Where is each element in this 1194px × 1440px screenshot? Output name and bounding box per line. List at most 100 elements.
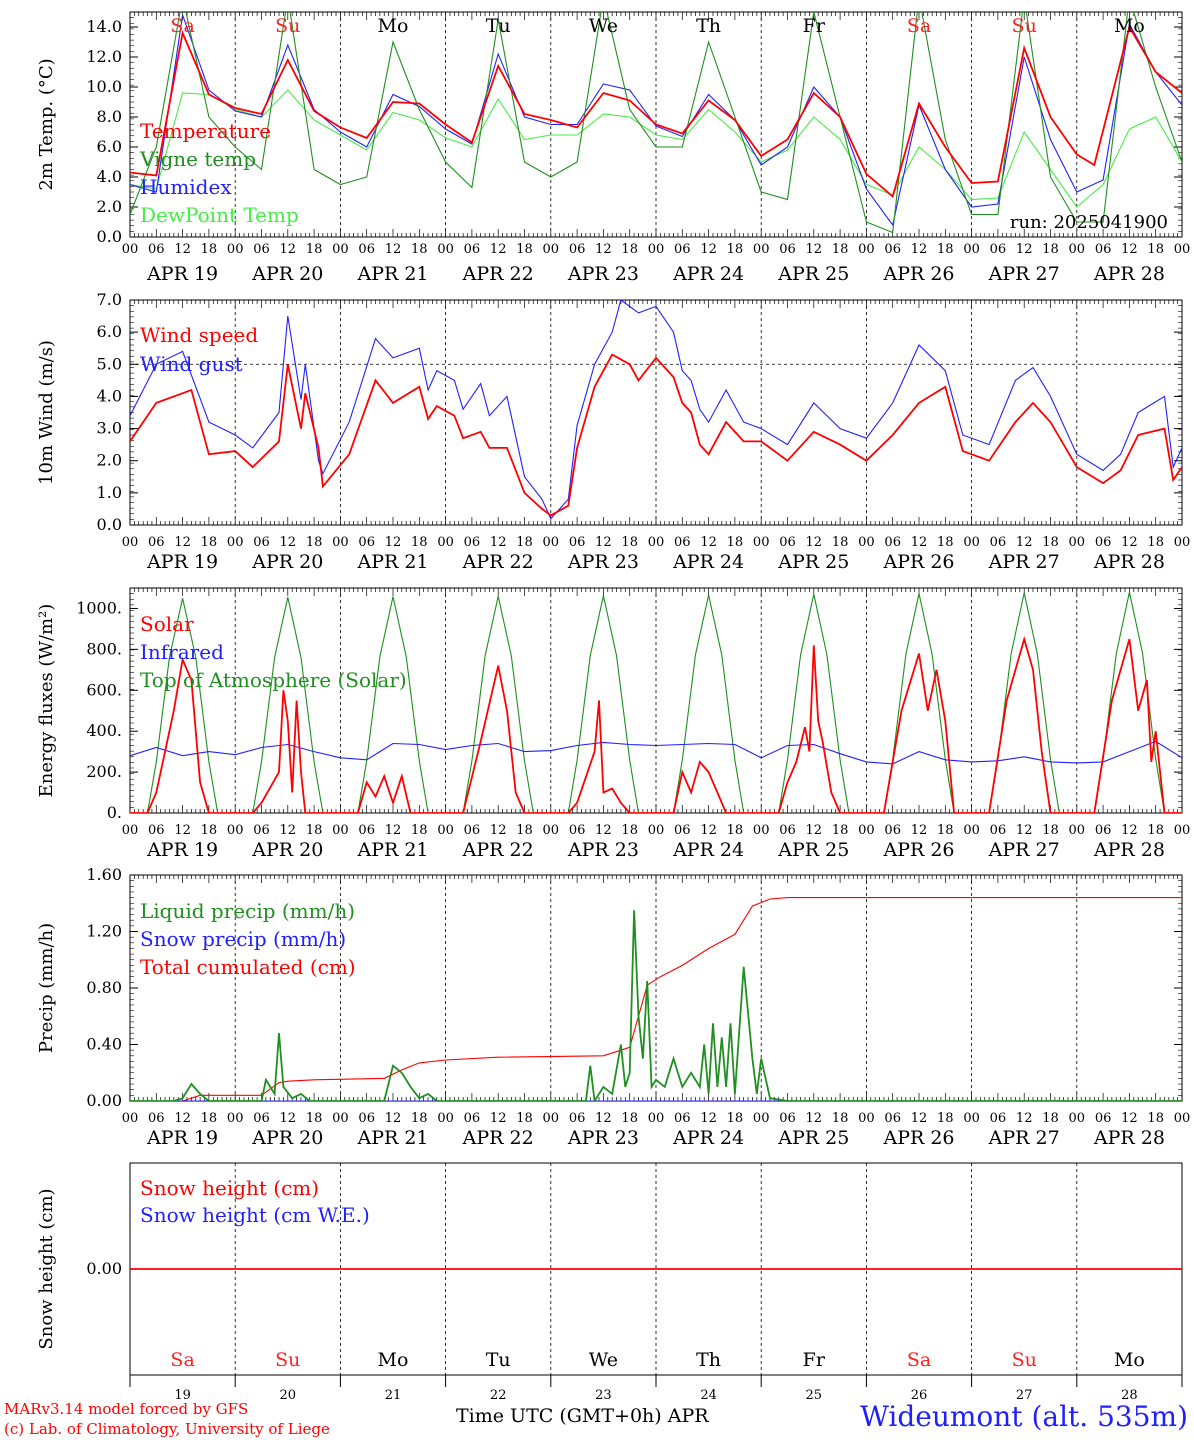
x-tick-label: 18 [306,823,323,838]
legend-entry: Solar [140,612,194,636]
x-tick-label: 06 [779,1111,796,1126]
x-tick-label: 12 [595,535,612,550]
y-tick-label: 0.80 [86,978,122,997]
x-tick-label: 18 [832,535,849,550]
x-tick-label: 18 [201,1111,218,1126]
date-label: APR 25 [777,1127,849,1149]
x-tick-label: 18 [411,823,428,838]
date-label: APR 19 [146,839,218,861]
date-label: APR 28 [1093,1127,1165,1149]
x-tick-label: 06 [779,535,796,550]
x-tick-label: 18 [411,1111,428,1126]
date-label: APR 23 [567,551,639,573]
x-tick-label: 06 [674,242,691,257]
series-line-humidex [130,14,1182,227]
date-label: APR 20 [251,551,323,573]
x-tick-label: 00 [858,535,875,550]
date-label: APR 22 [462,1127,534,1149]
x-tick-label: 18 [727,242,744,257]
panel-wind: 0.0 1.0 2.0 3.0 4.0 5.0 6.0 7.0 10m Wind (m/s) Wi… [36,290,1190,573]
y-axis-label: Energy fluxes (W/m²) [36,604,57,798]
x-tick-label: 18 [937,242,954,257]
date-label: APR 21 [356,263,428,285]
x-tick-label: 00 [122,242,139,257]
x-tick-label: 06 [990,823,1007,838]
x-tick-label: 18 [621,823,638,838]
x-tick-label: 00 [1174,535,1191,550]
x-tick-label: 12 [385,535,402,550]
y-tick-label: 0.00 [86,1091,122,1110]
x-tick-label: 12 [806,535,823,550]
day-label: Su [275,15,300,37]
x-tick-label: 06 [253,1111,270,1126]
x-tick-label: 12 [174,242,191,257]
x-tick-label: 18 [201,535,218,550]
series-line-vigne-temp [130,12,1182,234]
date-label: APR 28 [1093,263,1165,285]
legend-entry: DewPoint Temp [140,203,299,227]
x-tick-label: 12 [1016,535,1033,550]
series-line-dewpoint-temp [130,89,1182,208]
x-tick-label: 12 [174,535,191,550]
date-label: APR 23 [567,1127,639,1149]
x-tick-label: 12 [1121,242,1138,257]
bottom-day-label: Mo [378,1349,409,1371]
date-label: APR 27 [988,263,1060,285]
x-tick-label: 12 [385,823,402,838]
x-tick-label: 06 [464,823,481,838]
y-tick-label: 0.00 [86,1259,122,1278]
day-label: Fr [803,15,826,37]
date-label: APR 22 [462,263,534,285]
panel-precip: 0.00 0.40 0.80 1.20 1.60 Precip (mm/h) Liquid … [36,865,1190,1149]
date-label: APR 22 [462,551,534,573]
x-tick-label: 12 [911,535,928,550]
y-tick-label: 7.0 [97,290,122,309]
x-tick-label: 00 [1174,1111,1191,1126]
series-line-wind-gust [130,300,1182,520]
series-line-temperature [130,24,1182,199]
day-number: 25 [806,1388,823,1403]
x-tick-label: 12 [1121,823,1138,838]
legend-entry: Wind speed [140,323,258,347]
x-tick-label: 18 [621,1111,638,1126]
x-tick-label: 00 [753,242,770,257]
date-label: APR 28 [1093,551,1165,573]
x-tick-label: 06 [990,535,1007,550]
x-tick-label: 00 [437,535,454,550]
time-axis-label: Time UTC (GMT+0h) APR [456,1405,709,1427]
y-tick-label: 400. [86,721,122,740]
x-tick-label: 18 [832,1111,849,1126]
legend-entry: Snow height (cm W.E.) [140,1203,370,1227]
x-tick-label: 12 [280,1111,297,1126]
x-tick-label: 18 [1147,823,1164,838]
y-axis-label: Snow height (cm) [36,1188,57,1349]
legend-entry: Total cumulated (cm) [140,955,356,979]
x-tick-label: 00 [858,1111,875,1126]
plot-frame [129,587,1183,814]
x-tick-label: 18 [621,535,638,550]
x-tick-label: 18 [832,823,849,838]
y-tick-label: 0.40 [86,1035,122,1054]
legend-entry: Infrared [140,640,224,664]
y-tick-label: 0.0 [97,515,122,534]
x-tick-label: 12 [911,242,928,257]
x-tick-label: 06 [148,823,165,838]
x-tick-label: 06 [1095,242,1112,257]
bottom-day-label: Sa [907,1349,931,1371]
legend-entry: Top of Atmosphere (Solar) [140,668,407,692]
x-tick-label: 12 [1016,823,1033,838]
x-tick-label: 18 [201,823,218,838]
x-tick-label: 18 [727,535,744,550]
x-tick-label: 00 [648,1111,665,1126]
x-tick-label: 12 [806,823,823,838]
x-tick-label: 00 [543,535,560,550]
day-number: 26 [911,1388,928,1403]
x-tick-label: 00 [122,535,139,550]
x-tick-label: 00 [648,242,665,257]
x-tick-label: 06 [358,535,375,550]
panel-temp: 0.0 2.0 4.0 6.0 8.0 10.0 12.0 14.0 2m Temp. (°C)… [36,11,1190,285]
station-title: Wideumont (alt. 535m) [860,1400,1188,1433]
day-label: Mo [378,15,409,37]
x-tick-label: 18 [727,823,744,838]
